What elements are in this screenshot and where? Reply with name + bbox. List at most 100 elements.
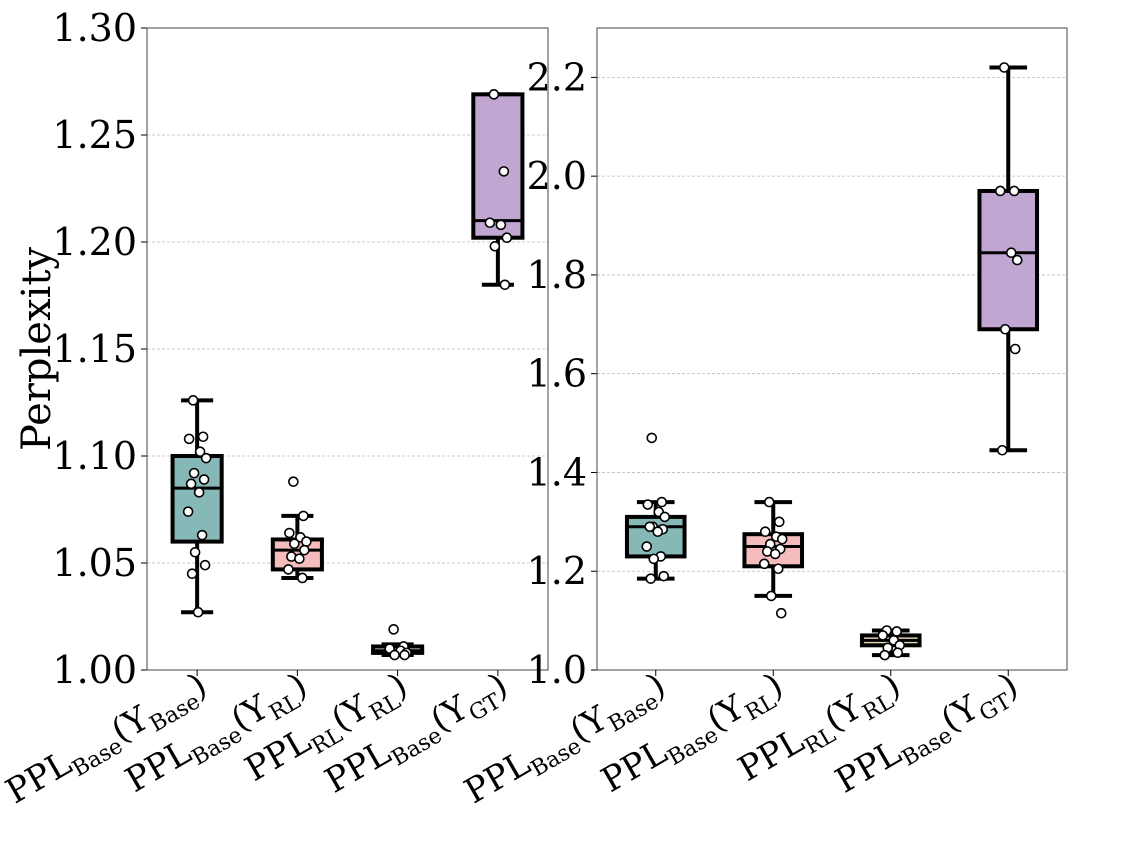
- data-point: [758, 558, 770, 570]
- label-part: PPL: [0, 743, 78, 812]
- data-point: [891, 626, 903, 637]
- data-point: [646, 432, 658, 444]
- y-tick-label: 1.25: [52, 113, 137, 157]
- data-point: [196, 529, 208, 541]
- data-point: [645, 573, 657, 584]
- data-point: [489, 240, 501, 252]
- data-point: [183, 433, 195, 445]
- data-point: [892, 647, 904, 659]
- data-point: [288, 476, 299, 487]
- data-point: [877, 630, 889, 641]
- data-point: [658, 570, 670, 582]
- panel-1: 1.00 1.05 1.10 1.15 1.20 1.25 1.30 Perplexity PP…: [0, 6, 549, 812]
- data-point: [1011, 254, 1023, 266]
- data-point: [772, 563, 784, 575]
- box-group: [170, 395, 224, 618]
- box-group: [471, 89, 525, 291]
- y-tick-label: 1.15: [52, 327, 137, 371]
- y-tick-label: 1.10: [52, 434, 137, 478]
- data-point: [769, 548, 781, 560]
- box-group: [977, 62, 1040, 456]
- box-group: [859, 625, 922, 661]
- data-point: [289, 538, 300, 550]
- data-point: [488, 89, 500, 100]
- data-point: [284, 527, 295, 539]
- data-point: [283, 564, 294, 575]
- label-part: PPL: [732, 721, 811, 790]
- label-part: PPL: [458, 743, 537, 812]
- data-point: [198, 474, 210, 485]
- data-point: [652, 526, 664, 538]
- data-point: [759, 526, 771, 538]
- y-tick-label: 1.30: [52, 6, 137, 50]
- data-point: [297, 572, 308, 584]
- data-point: [648, 553, 660, 565]
- y-tick-label: 1.8: [527, 253, 587, 297]
- data-point: [495, 219, 507, 231]
- data-point: [775, 607, 787, 619]
- data-point: [1009, 343, 1021, 355]
- data-point: [656, 496, 668, 508]
- y-tick-label: 1.05: [52, 541, 137, 585]
- data-point: [641, 541, 653, 552]
- data-point: [998, 62, 1010, 73]
- data-point: [879, 649, 891, 661]
- data-point: [294, 553, 305, 565]
- data-point: [200, 452, 212, 464]
- data-point: [499, 279, 511, 291]
- data-point: [399, 649, 410, 661]
- plot-frame: [146, 27, 549, 671]
- data-point: [188, 467, 200, 479]
- data-point: [763, 496, 775, 508]
- data-point: [501, 232, 513, 244]
- box-group: [624, 432, 687, 584]
- data-point: [1005, 247, 1017, 258]
- data-point: [776, 533, 788, 545]
- data-point: [194, 446, 206, 458]
- y-tick-label: 1.6: [527, 352, 587, 396]
- data-point: [484, 217, 496, 229]
- box-group: [742, 496, 805, 619]
- data-point: [189, 546, 201, 558]
- data-point: [994, 185, 1006, 197]
- box: [977, 188, 1040, 332]
- x-tick-label: PPLBase(YRL): [595, 665, 793, 805]
- x-tick-label: PPLBase(YGT): [829, 665, 1027, 806]
- data-point: [659, 511, 671, 523]
- panel-2: 1.01.21.41.61.82.02.2PPLBase(YBase)PPLBa…: [458, 27, 1068, 812]
- data-point: [199, 559, 211, 571]
- data-point: [185, 478, 197, 490]
- data-point: [642, 499, 654, 510]
- data-point: [187, 395, 199, 406]
- data-point: [197, 431, 209, 443]
- data-point: [644, 521, 656, 533]
- y-tick-label: 1.4: [527, 450, 587, 494]
- y-tick-label: 1.2: [527, 549, 587, 593]
- data-point: [182, 506, 194, 517]
- data-point: [498, 166, 510, 177]
- box-group: [270, 476, 324, 584]
- y-tick-label: 2.0: [527, 154, 587, 198]
- y-axis-label: Perplexity: [14, 247, 60, 451]
- y-tick-label: 1.0: [527, 648, 587, 692]
- data-point: [773, 516, 785, 528]
- data-point: [299, 544, 310, 556]
- data-point: [999, 323, 1011, 335]
- data-point: [1008, 185, 1020, 197]
- data-point: [298, 510, 309, 522]
- data-point: [996, 444, 1008, 456]
- data-point: [192, 606, 204, 618]
- label-part: PPL: [829, 733, 908, 802]
- y-tick-label: 1.20: [52, 220, 137, 264]
- data-point: [388, 624, 399, 635]
- data-point: [301, 536, 312, 547]
- y-tick-label: 1.00: [52, 648, 137, 692]
- data-point: [193, 487, 205, 498]
- plot-frame: [596, 27, 1068, 671]
- data-point: [765, 590, 777, 602]
- box-group: [371, 624, 425, 661]
- label-part: PPL: [595, 732, 674, 801]
- y-tick-label: 2.2: [527, 55, 587, 99]
- box: [471, 92, 525, 240]
